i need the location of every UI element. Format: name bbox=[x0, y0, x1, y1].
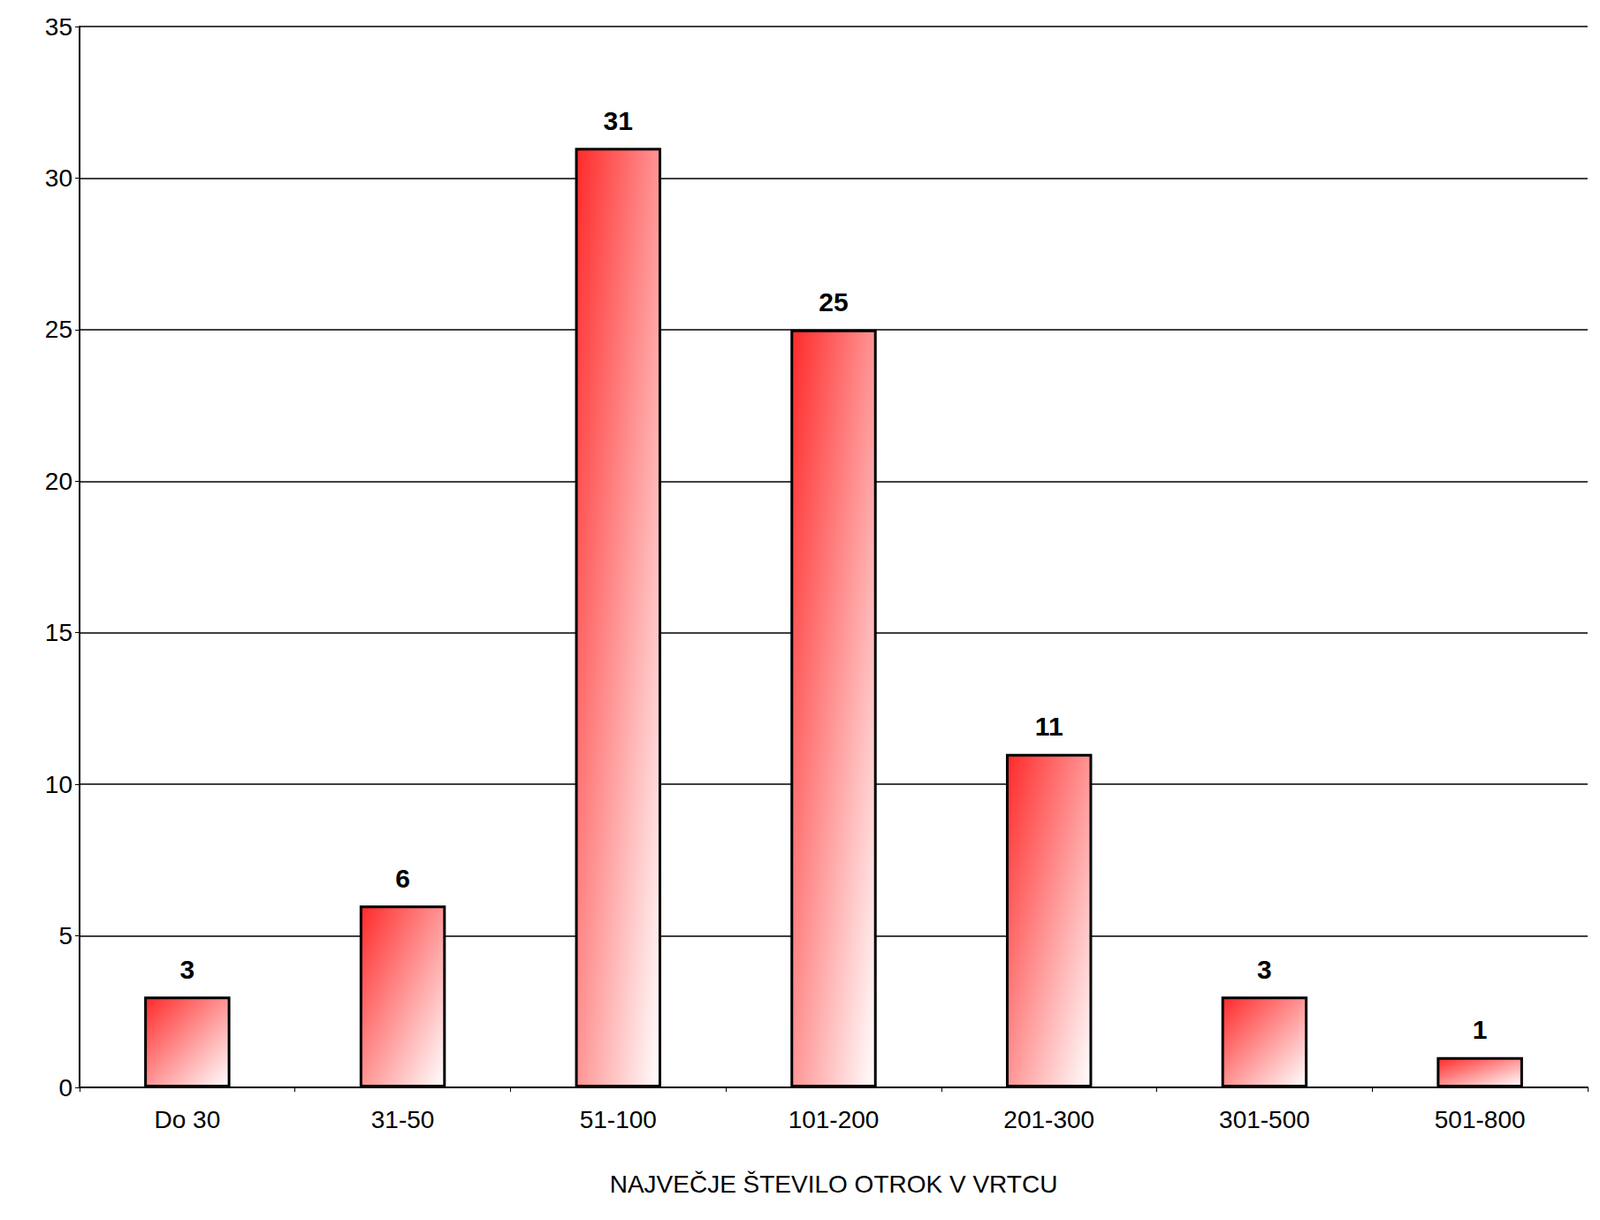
svg-text:101-200: 101-200 bbox=[788, 1105, 880, 1134]
svg-text:20: 20 bbox=[45, 467, 73, 496]
svg-text:25: 25 bbox=[45, 315, 73, 343]
svg-text:Do 30: Do 30 bbox=[153, 1105, 221, 1134]
svg-text:5: 5 bbox=[58, 921, 73, 950]
svg-text:501-800: 501-800 bbox=[1434, 1105, 1526, 1134]
svg-text:301-500: 301-500 bbox=[1219, 1105, 1311, 1134]
svg-text:35: 35 bbox=[45, 13, 73, 41]
svg-text:10: 10 bbox=[45, 770, 73, 799]
svg-text:NAJVEČJE ŠTEVILO OTROK V VRTCU: NAJVEČJE ŠTEVILO OTROK V VRTCU bbox=[609, 1170, 1059, 1198]
svg-text:6: 6 bbox=[395, 863, 411, 893]
svg-text:201-300: 201-300 bbox=[1003, 1105, 1095, 1134]
svg-text:0: 0 bbox=[58, 1074, 73, 1102]
svg-text:11: 11 bbox=[1035, 711, 1064, 741]
svg-text:15: 15 bbox=[45, 618, 73, 647]
svg-text:3: 3 bbox=[180, 954, 196, 984]
svg-text:51-100: 51-100 bbox=[579, 1105, 657, 1134]
svg-text:31: 31 bbox=[603, 106, 633, 136]
svg-text:31-50: 31-50 bbox=[371, 1105, 435, 1134]
svg-text:1: 1 bbox=[1472, 1014, 1488, 1044]
svg-text:3: 3 bbox=[1257, 954, 1273, 984]
svg-text:30: 30 bbox=[45, 164, 73, 192]
svg-text:25: 25 bbox=[818, 287, 848, 317]
